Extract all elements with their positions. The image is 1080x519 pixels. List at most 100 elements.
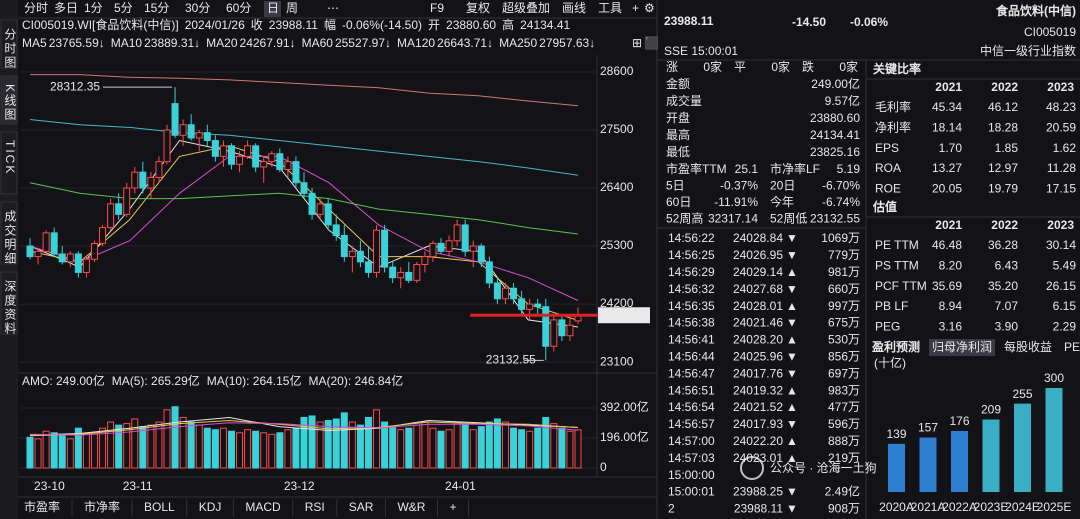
volume-bar <box>437 430 445 469</box>
info-text: 幅 <box>324 17 336 32</box>
candle-body <box>203 132 211 142</box>
table-year: 2023 <box>1047 218 1074 232</box>
table-value: 46.12 <box>988 100 1018 114</box>
table-value: 11.28 <box>1047 161 1076 175</box>
period-tab[interactable]: 日 <box>267 1 279 15</box>
volume-bar <box>42 430 50 469</box>
tick-arrow: ▲ <box>786 333 798 347</box>
candle-body <box>58 253 66 263</box>
tick-arrow: ▼ <box>786 282 798 296</box>
indicator-tab[interactable]: SAR <box>349 500 374 514</box>
x-tick-label: 24-01 <box>445 479 476 493</box>
stat-value: 24134.41 <box>810 128 860 142</box>
candle-body <box>389 266 397 279</box>
tool-button[interactable]: 超级叠加 <box>502 0 550 15</box>
candle-body <box>413 264 421 281</box>
table-label: PB LF <box>875 299 908 313</box>
info-text: 开 <box>428 18 440 32</box>
info-text: 高 <box>502 17 514 32</box>
table-label: PCF TTM <box>875 279 927 293</box>
volume-bar <box>26 436 34 469</box>
indicator-tab[interactable]: BOLL <box>144 500 175 514</box>
sidebar-tab[interactable] <box>0 271 18 335</box>
candle-body <box>566 324 574 337</box>
stat-label: 今年 <box>770 194 794 209</box>
sidebar-label: 成交明细 <box>3 210 17 266</box>
indicator-tab[interactable]: RSI <box>305 500 325 514</box>
forecast-category: 2022A <box>942 500 977 514</box>
tick-arrow: ▼ <box>786 502 798 516</box>
indicator-tab[interactable]: 市盈率 <box>24 499 60 514</box>
period-tab[interactable]: 1分 <box>84 1 103 15</box>
candle-body <box>115 203 123 215</box>
candle-body <box>453 224 461 242</box>
table-value: 1.70 <box>939 141 963 155</box>
tool-button[interactable]: 复权 <box>466 1 490 15</box>
table-year: 2022 <box>991 80 1018 94</box>
volume-bar <box>171 406 179 469</box>
period-tab[interactable]: 30分 <box>185 1 210 15</box>
forecast-value: 209 <box>981 403 1001 417</box>
candle-body <box>324 203 332 226</box>
volume-legend: MA(5): 265.29亿 <box>112 373 200 388</box>
table-value: 7.07 <box>995 299 1019 313</box>
forecast-tab[interactable]: 每股收益 <box>1004 339 1052 354</box>
tick-price: 23988.11 <box>734 502 783 516</box>
forecast-tab[interactable]: PE <box>1064 340 1080 354</box>
tick-time: 2 <box>668 502 675 516</box>
candle-body <box>227 145 235 165</box>
volume-bar <box>107 421 115 469</box>
toolbar-icon: + <box>632 1 639 15</box>
current-price-tag <box>598 307 650 324</box>
volume-bar <box>252 430 260 469</box>
table-value: 26.15 <box>1046 279 1076 293</box>
sidebar-tab[interactable] <box>0 131 18 195</box>
tool-button[interactable]: F9 <box>430 1 444 15</box>
indicator-tab[interactable]: W&R <box>397 500 425 514</box>
tick-volume: 530万 <box>828 333 860 347</box>
period-tab[interactable]: 15分 <box>144 1 169 15</box>
table-value: 6.43 <box>995 258 1019 272</box>
indicator-tab[interactable]: KDJ <box>199 500 222 514</box>
candle-body <box>364 261 372 273</box>
stat-label: 市净率LF <box>770 161 820 176</box>
table-value: 1.62 <box>1053 141 1077 155</box>
period-tab[interactable]: 分时 <box>24 1 48 15</box>
tick-price: 24026.95 <box>733 248 783 262</box>
period-tab[interactable]: 5分 <box>114 1 133 15</box>
tick-volume: 477万 <box>828 400 860 414</box>
tick-arrow: ▲ <box>786 434 798 448</box>
index-name: 食品饮料(中信) <box>995 3 1076 18</box>
table-label: PEG <box>875 319 900 333</box>
forecast-tab[interactable]: 归母净利润 <box>932 340 992 354</box>
indicator-tab[interactable]: + <box>449 500 456 514</box>
volume-bar <box>429 427 437 469</box>
volume-bar <box>574 429 582 469</box>
tick-arrow: ▲ <box>786 400 798 414</box>
volume-bar <box>308 415 316 469</box>
forecast-tab[interactable]: 盈利预测 <box>871 339 920 354</box>
period-tab[interactable]: 60分 <box>226 1 251 15</box>
candle-body <box>211 140 219 157</box>
forecast-category: 2024E <box>1005 500 1040 514</box>
volume-bar <box>268 433 276 469</box>
tool-button[interactable]: 工具 <box>598 1 622 15</box>
volume-bar <box>445 429 453 469</box>
candle-body <box>276 153 284 171</box>
sidebar-tab[interactable] <box>0 19 18 69</box>
tick-price: 24028.20 <box>733 333 783 347</box>
volume-bar <box>123 423 131 469</box>
sidebar-tab[interactable] <box>0 201 18 265</box>
indicator-tab[interactable]: 市净率 <box>84 499 120 514</box>
stat-label: 52周高 <box>666 211 703 226</box>
indicator-tab[interactable]: MACD <box>245 500 281 514</box>
sidebar-tab[interactable] <box>0 75 18 125</box>
volume-bar <box>389 426 397 469</box>
toolbar-icon: ⊞ <box>632 36 642 50</box>
period-tab[interactable]: 周 <box>286 1 298 15</box>
tool-button[interactable]: 画线 <box>562 1 586 15</box>
candle-body <box>50 232 58 255</box>
period-tab[interactable]: 多日 <box>54 1 78 15</box>
candle-body <box>510 287 518 300</box>
